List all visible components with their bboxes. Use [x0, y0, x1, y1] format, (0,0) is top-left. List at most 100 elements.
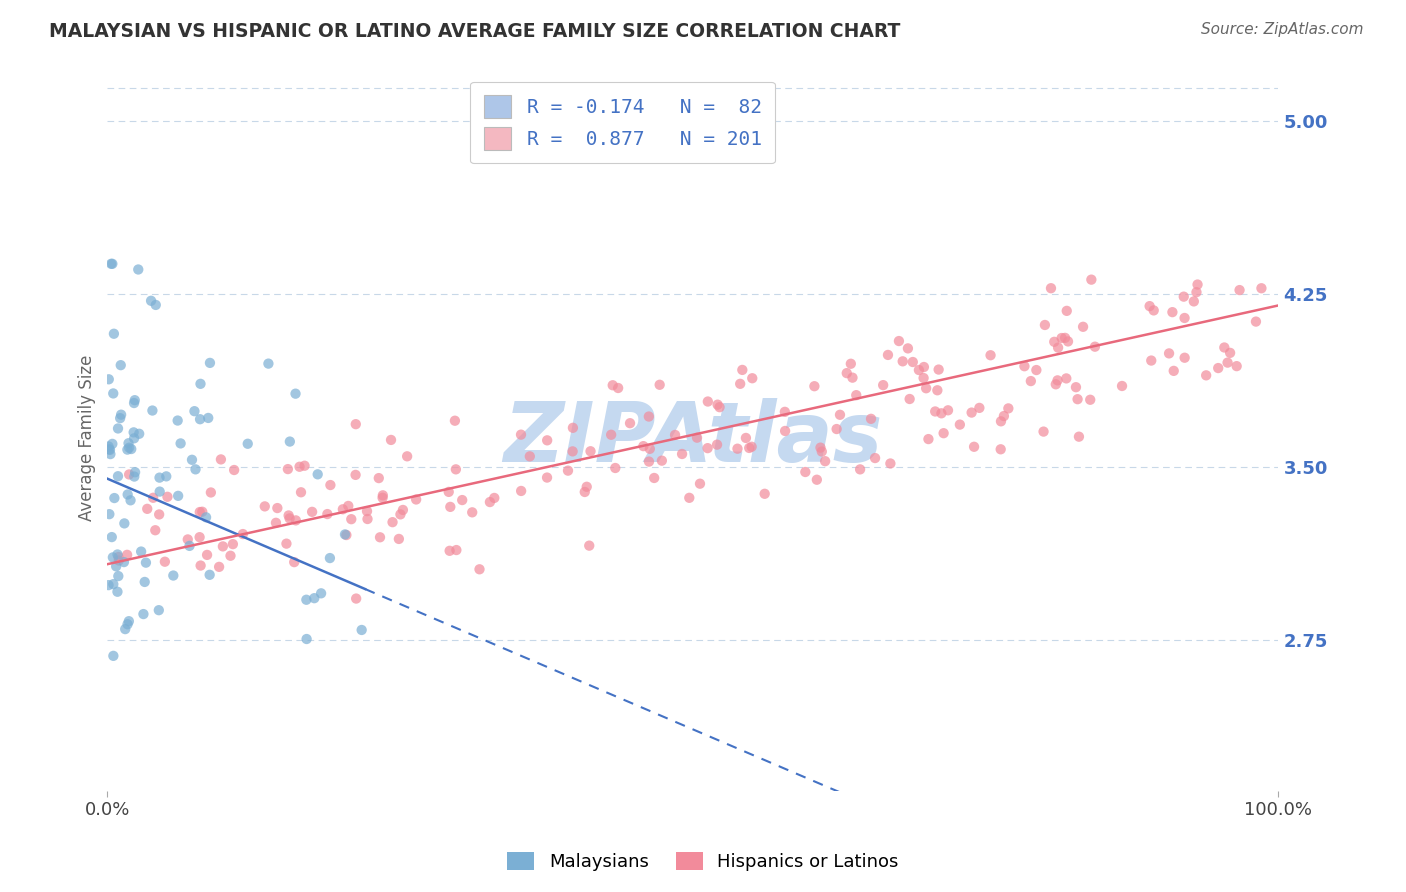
Point [1163, 364, 1185, 378]
Point [444, 462, 467, 476]
Point [283, 555, 305, 569]
Point [190, 376, 212, 391]
Point [1071, 319, 1094, 334]
Point [177, 533, 200, 547]
Point [825, 422, 848, 436]
Point [1219, 346, 1241, 360]
Point [735, 431, 758, 445]
Point [912, 359, 935, 374]
Point [706, 438, 728, 452]
Point [100, 257, 122, 271]
Point [135, 556, 157, 570]
Text: ZIPAtlas: ZIPAtlas [503, 398, 883, 479]
Point [619, 416, 641, 430]
Point [277, 508, 299, 523]
Point [561, 444, 583, 458]
Point [1185, 285, 1208, 300]
Point [1066, 392, 1088, 407]
Point [122, 425, 145, 440]
Point [208, 560, 231, 574]
Point [105, 559, 128, 574]
Point [897, 342, 920, 356]
Point [124, 465, 146, 479]
Point [1057, 334, 1080, 349]
Point [371, 491, 394, 505]
Point [519, 450, 541, 464]
Point [236, 436, 259, 450]
Point [276, 536, 298, 550]
Point [451, 493, 474, 508]
Point [1111, 379, 1133, 393]
Point [1229, 283, 1251, 297]
Text: MALAYSIAN VS HISPANIC OR LATINO AVERAGE FAMILY SIZE CORRELATION CHART: MALAYSIAN VS HISPANIC OR LATINO AVERAGE … [49, 22, 901, 41]
Point [112, 555, 135, 569]
Point [1143, 303, 1166, 318]
Point [97, 372, 120, 386]
Point [266, 501, 288, 516]
Point [1064, 380, 1087, 394]
Point [607, 381, 630, 395]
Point [277, 462, 299, 476]
Point [120, 442, 142, 456]
Point [108, 411, 131, 425]
Point [860, 412, 883, 426]
Point [461, 505, 484, 519]
Point [879, 457, 901, 471]
Point [928, 362, 950, 376]
Point [671, 447, 693, 461]
Point [1244, 315, 1267, 329]
Point [648, 377, 671, 392]
Point [232, 527, 254, 541]
Point [1045, 377, 1067, 392]
Point [145, 298, 167, 312]
Point [927, 384, 949, 398]
Point [124, 393, 146, 408]
Point [963, 440, 986, 454]
Point [344, 591, 367, 606]
Point [98, 442, 121, 457]
Point [1032, 425, 1054, 439]
Point [181, 452, 204, 467]
Point [344, 467, 367, 482]
Point [380, 433, 402, 447]
Point [112, 516, 135, 531]
Point [301, 505, 323, 519]
Point [107, 469, 129, 483]
Point [794, 465, 817, 479]
Point [124, 469, 146, 483]
Point [295, 632, 318, 646]
Point [444, 414, 467, 428]
Point [309, 586, 332, 600]
Point [188, 505, 211, 519]
Point [468, 562, 491, 576]
Point [1173, 290, 1195, 304]
Point [153, 555, 176, 569]
Point [924, 404, 946, 418]
Point [1250, 281, 1272, 295]
Point [1216, 356, 1239, 370]
Point [128, 426, 150, 441]
Point [103, 386, 125, 401]
Point [754, 487, 776, 501]
Point [284, 386, 307, 401]
Point [575, 480, 598, 494]
Point [696, 394, 718, 409]
Point [107, 553, 129, 567]
Point [446, 543, 468, 558]
Point [120, 493, 142, 508]
Point [664, 428, 686, 442]
Point [371, 488, 394, 502]
Point [1014, 359, 1036, 374]
Point [117, 487, 139, 501]
Point [1182, 294, 1205, 309]
Point [960, 406, 983, 420]
Point [191, 505, 214, 519]
Point [290, 485, 312, 500]
Point [101, 530, 124, 544]
Point [578, 539, 600, 553]
Point [129, 544, 152, 558]
Point [1054, 331, 1077, 345]
Point [536, 434, 558, 448]
Point [101, 437, 124, 451]
Point [997, 401, 1019, 416]
